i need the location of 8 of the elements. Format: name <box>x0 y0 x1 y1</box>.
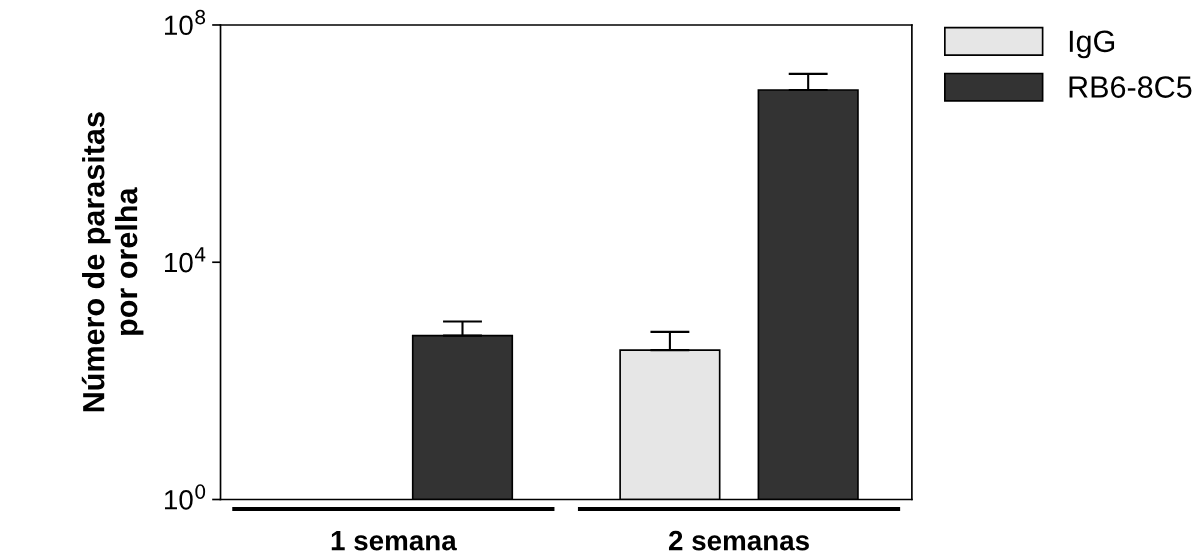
legend-label: RB6-8C5 <box>1069 76 1192 98</box>
y-tick-label: 10$^{0}$ <box>165 484 206 510</box>
y-tick-label: 10$^{8}$ <box>165 9 206 36</box>
x-tick-label: 2 semanas <box>668 530 809 551</box>
y-tick-label: 10$^{4}$ <box>165 247 206 273</box>
y-axis-title: Número de parasitas por orelha <box>81 112 144 412</box>
legend-label: IgG <box>1069 30 1115 59</box>
x-tick-label: 1 semana <box>331 531 457 551</box>
